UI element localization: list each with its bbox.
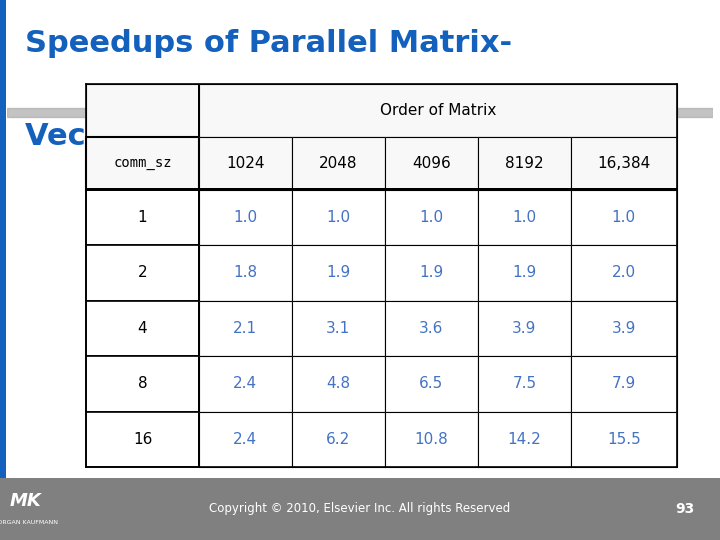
Text: MK: MK (9, 492, 41, 510)
Text: 14.2: 14.2 (508, 432, 541, 447)
Text: 2: 2 (138, 265, 148, 280)
Text: 10.8: 10.8 (415, 432, 449, 447)
Text: 2.4: 2.4 (233, 376, 257, 392)
Text: 6.2: 6.2 (326, 432, 351, 447)
Text: 1.9: 1.9 (326, 265, 351, 280)
Text: 7.9: 7.9 (612, 376, 636, 392)
Text: 3.6: 3.6 (419, 321, 444, 336)
Text: 2048: 2048 (319, 156, 358, 171)
Text: 8192: 8192 (505, 156, 544, 171)
Text: Copyright © 2010, Elsevier Inc. All rights Reserved: Copyright © 2010, Elsevier Inc. All righ… (210, 502, 510, 516)
Text: 1.9: 1.9 (419, 265, 444, 280)
Text: 1.8: 1.8 (233, 265, 257, 280)
Text: 3.9: 3.9 (612, 321, 636, 336)
Text: 6.5: 6.5 (419, 376, 444, 392)
Text: 7.5: 7.5 (513, 376, 536, 392)
Text: 1.0: 1.0 (612, 210, 636, 225)
Text: 1.0: 1.0 (419, 210, 444, 225)
Text: 1.9: 1.9 (512, 265, 536, 280)
Text: 1: 1 (138, 210, 148, 225)
Text: 1024: 1024 (226, 156, 264, 171)
Text: 4096: 4096 (412, 156, 451, 171)
Text: MORGAN KAUFMANN: MORGAN KAUFMANN (0, 520, 58, 525)
Text: Vector Multiplication: Vector Multiplication (24, 122, 383, 151)
Text: Speedups of Parallel Matrix-: Speedups of Parallel Matrix- (24, 29, 512, 58)
Text: 93: 93 (675, 502, 695, 516)
Bar (7, 107, 713, 117)
Text: 8: 8 (138, 376, 148, 392)
Text: 16,384: 16,384 (597, 156, 650, 171)
Text: Order of Matrix: Order of Matrix (379, 103, 496, 118)
Text: 2.4: 2.4 (233, 432, 257, 447)
Text: 1.0: 1.0 (326, 210, 351, 225)
Text: comm_sz: comm_sz (113, 156, 172, 170)
Text: 4.8: 4.8 (326, 376, 351, 392)
Text: 15.5: 15.5 (607, 432, 641, 447)
Text: 3.1: 3.1 (326, 321, 351, 336)
Text: 1.0: 1.0 (233, 210, 257, 225)
Text: 3.9: 3.9 (512, 321, 536, 336)
Text: 1.0: 1.0 (513, 210, 536, 225)
Text: 2.0: 2.0 (612, 265, 636, 280)
Text: 16: 16 (133, 432, 152, 447)
Text: 4: 4 (138, 321, 148, 336)
Text: 2.1: 2.1 (233, 321, 257, 336)
